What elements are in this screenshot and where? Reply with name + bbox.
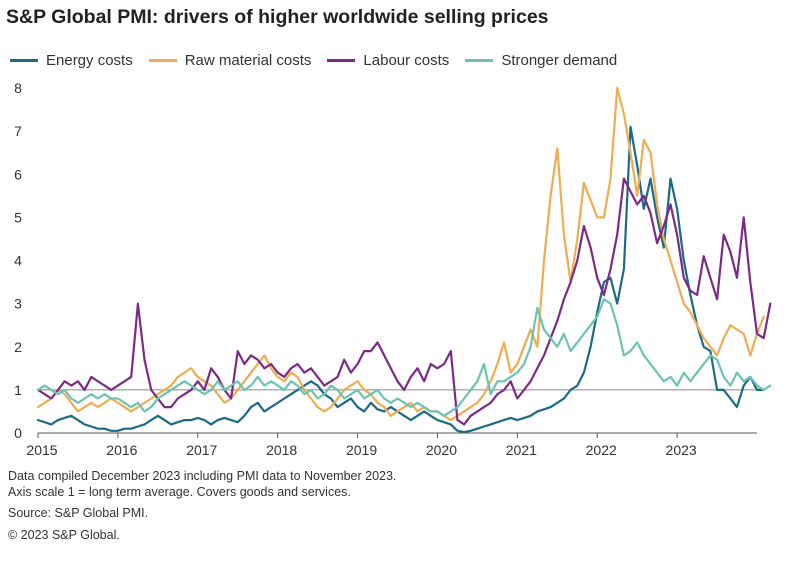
legend-swatch [465,58,494,62]
legend-label: Energy costs [46,51,133,69]
series-line-stronger-demand [36,298,772,417]
x-tick-label: 2019 [346,442,377,458]
y-tick-label: 5 [14,209,22,225]
legend-item-energy-costs: Energy costs [10,52,133,69]
y-tick-label: 6 [14,166,22,182]
y-tick-label: 1 [14,382,22,398]
y-tick-label: 8 [14,80,22,96]
note-line-2: Axis scale 1 = long term average. Covers… [8,484,351,499]
x-tick-label: 2023 [666,442,697,458]
legend-label: Stronger demand [501,51,618,69]
x-tick-label: 2017 [186,442,217,458]
y-tick-label: 0 [14,425,22,441]
legend-label: Raw material costs [184,51,312,69]
x-tick-label: 2020 [426,442,457,458]
legend-item-stronger-demand: Stronger demand [465,52,617,69]
series-line-labour-costs [36,177,772,426]
chart-title: S&P Global PMI: drivers of higher worldw… [6,6,549,28]
legend-item-labour-costs: Labour costs [327,52,449,69]
legend-item-raw-material-costs: Raw material costs [148,51,312,69]
source-note: Source: S&P Global PMI. [8,506,149,520]
x-tick-label: 2022 [586,442,617,458]
legend-swatch [10,58,38,62]
series-line-raw-material-costs [36,86,765,422]
series-line-energy-costs [36,125,765,434]
legend-label: Labour costs [363,51,450,69]
x-tick-label: 2015 [26,442,57,458]
x-tick-label: 2021 [506,442,537,458]
y-tick-label: 4 [14,253,22,269]
legend-swatch [148,58,177,62]
copyright-note: © 2023 S&P Global. [8,527,120,542]
chart-notes: Data compiled December 2023 including PM… [8,469,396,543]
x-tick-label: 2016 [106,442,137,458]
chart-legend: Energy costs Raw material costs Labour cos… [10,50,633,70]
y-tick-label: 3 [14,296,22,312]
legend-swatch [327,58,356,62]
x-tick-label: 2018 [266,442,297,458]
y-tick-label: 2 [14,339,22,355]
y-tick-label: 7 [14,123,22,139]
note-line-1: Data compiled December 2023 including PM… [8,469,397,483]
